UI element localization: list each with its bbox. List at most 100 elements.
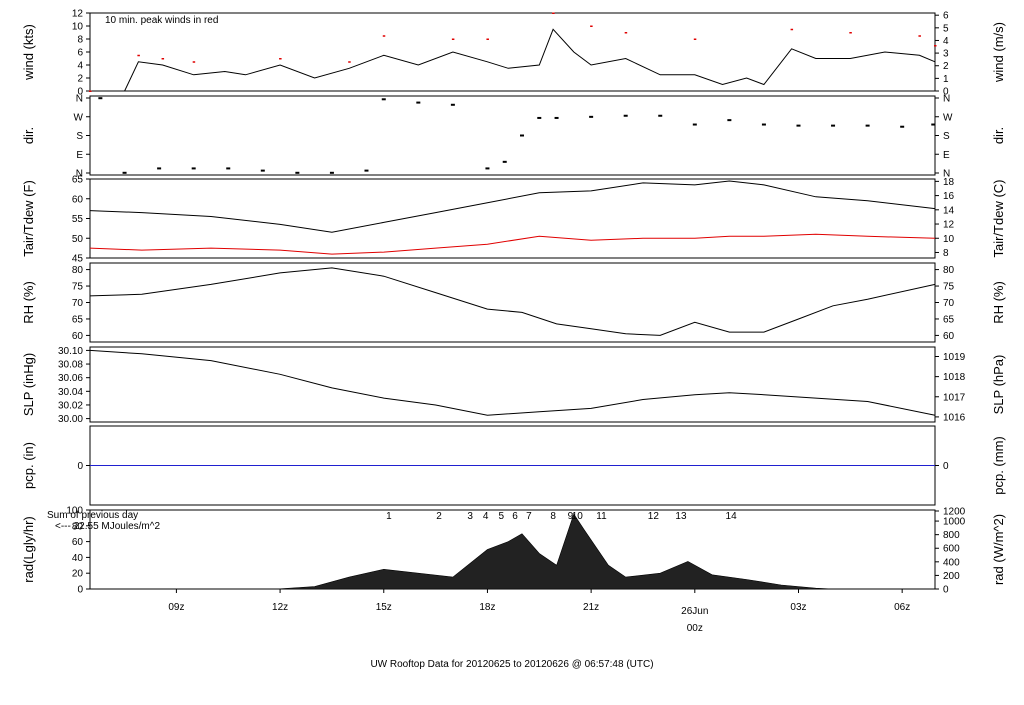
x-axis-tick-label: 03z <box>790 602 806 613</box>
sea-level-pressure-line <box>89 349 936 416</box>
dir-right-tick-label: W <box>943 112 953 123</box>
slp-left-tick-label: 30.08 <box>58 360 83 371</box>
radiation-sum-value: <--- 22.55 MJoules/m^2 <box>55 521 160 532</box>
rh-left-tick-label: 60 <box>72 331 84 342</box>
radiation-hour-marker: 8 <box>550 511 556 522</box>
slp-right-tick-label: 1016 <box>943 412 966 423</box>
rh-left-tick-label: 65 <box>72 314 84 325</box>
radiation-hour-marker: 3 <box>467 511 473 522</box>
wind-direction-point <box>98 97 103 100</box>
x-axis-tick-label: 06z <box>894 602 910 613</box>
slp-right-tick-label: 1019 <box>943 352 966 363</box>
rad-left-tick-label: 100 <box>66 506 83 517</box>
radiation-hour-marker: 9 <box>568 511 574 522</box>
radiation-hour-marker: 14 <box>726 511 738 522</box>
wind-direction-point <box>416 101 421 104</box>
temp-right-tick-label: 18 <box>943 177 955 188</box>
x-axis-date-label: 26Jun <box>681 606 708 617</box>
wind-left-tick-label: 10 <box>72 22 84 33</box>
dir-left-axis-title: dir. <box>21 127 36 144</box>
rh-right-tick-label: 80 <box>943 265 955 276</box>
dir-right-tick-label: N <box>943 169 950 180</box>
slp-right-tick-label: 1018 <box>943 372 966 383</box>
wind-speed-line <box>90 28 936 92</box>
radiation-hour-marker: 12 <box>648 511 660 522</box>
temp-right-tick-label: 12 <box>943 220 955 231</box>
air-temperature-line <box>89 180 936 233</box>
dir-right-axis-title: dir. <box>991 127 1006 144</box>
wind-right-axis-title: wind (m/s) <box>991 22 1006 83</box>
x-axis-tick-label: 18z <box>479 602 495 613</box>
temp-right-axis-title: Tair/Tdew (C) <box>991 179 1006 257</box>
wind-direction-point <box>295 171 300 174</box>
radiation-sum-annotation: Sum of previous day <box>47 510 138 521</box>
rh-left-axis-title: RH (%) <box>21 281 36 324</box>
wind-peak-marker <box>192 61 196 63</box>
slp-left-tick-label: 30.10 <box>58 346 83 357</box>
rad-left-tick-label: 20 <box>72 569 84 580</box>
temp-right-tick-label: 8 <box>943 248 949 259</box>
wind-direction-point <box>900 125 905 128</box>
wind-left-tick-label: 12 <box>72 9 84 20</box>
wind-direction-point <box>191 167 196 170</box>
pcp-left-tick-label: 0 <box>77 461 83 472</box>
rh-right-axis-title: RH (%) <box>991 281 1006 324</box>
x-axis-tick-label: 15z <box>376 602 392 613</box>
wind-peak-marker <box>849 32 852 34</box>
dir-left-tick-label: N <box>76 94 83 105</box>
radiation-hour-marker: 13 <box>675 511 687 522</box>
slp-right-axis-title: SLP (hPa) <box>991 355 1006 415</box>
wind-peak-marker <box>137 54 140 57</box>
wind-peak-annotation: 10 min. peak winds in red <box>105 15 218 26</box>
wind-direction-point <box>537 116 542 119</box>
wind-peak-marker <box>693 38 697 40</box>
chart-title: UW Rooftop Data for 20120625 to 20120626… <box>370 659 653 670</box>
dir-right-tick-label: N <box>943 94 950 105</box>
wind-peak-marker <box>552 12 555 14</box>
temp-right-tick-label: 16 <box>943 191 955 202</box>
rad-right-tick-label: 600 <box>943 544 960 555</box>
slp-left-axis-title: SLP (inHg) <box>21 353 36 416</box>
wind-direction-point <box>831 124 836 127</box>
wind-direction-point <box>865 124 870 127</box>
rad-right-tick-label: 0 <box>943 585 949 596</box>
wind-direction-point <box>520 134 525 137</box>
solar-radiation-area <box>276 513 834 590</box>
wind-left-tick-label: 8 <box>77 35 83 46</box>
rad-right-tick-label: 200 <box>943 571 960 582</box>
wind-direction-point <box>692 123 697 126</box>
wind-peak-marker <box>486 38 489 40</box>
wind-peak-marker <box>934 45 937 47</box>
wind-direction-point <box>589 115 594 118</box>
slp-right-tick-label: 1017 <box>943 392 966 403</box>
dir-left-tick-label: E <box>76 150 83 161</box>
wind-direction-point <box>502 160 507 163</box>
wind-direction-point <box>623 114 628 117</box>
wind-direction-point <box>157 167 162 170</box>
rad-left-tick-label: 60 <box>72 537 84 548</box>
relative-humidity-line <box>89 267 936 336</box>
pcp-right-axis-title: pcp. (mm) <box>991 436 1006 495</box>
wind-left-tick-label: 2 <box>77 74 83 85</box>
rh-right-tick-label: 70 <box>943 298 955 309</box>
wind-left-tick-label: 0 <box>77 87 83 98</box>
wind-direction-point <box>727 119 732 122</box>
wind-right-tick-label: 0 <box>943 87 949 98</box>
wind-peak-marker <box>89 90 92 92</box>
radiation-hour-marker: 10 <box>572 511 584 522</box>
slp-panel-frame <box>89 346 936 423</box>
rad-left-axis-title: rad(Lgly/hr) <box>21 516 36 582</box>
slp-left-tick-label: 30.04 <box>58 387 83 398</box>
rad-left-tick-label: 40 <box>72 553 84 564</box>
temp-left-tick-label: 60 <box>72 194 84 205</box>
rad-left-tick-label: 80 <box>72 521 84 532</box>
wind-left-axis-title: wind (kts) <box>21 24 36 81</box>
rh-left-tick-label: 80 <box>72 265 84 276</box>
rad-right-tick-label: 1000 <box>943 517 966 528</box>
wind-direction-point <box>554 116 559 119</box>
rh-left-tick-label: 75 <box>72 282 84 293</box>
wind-peak-marker <box>918 35 921 37</box>
dir-panel-frame <box>89 95 936 176</box>
x-axis-tick-label: 09z <box>168 602 184 613</box>
